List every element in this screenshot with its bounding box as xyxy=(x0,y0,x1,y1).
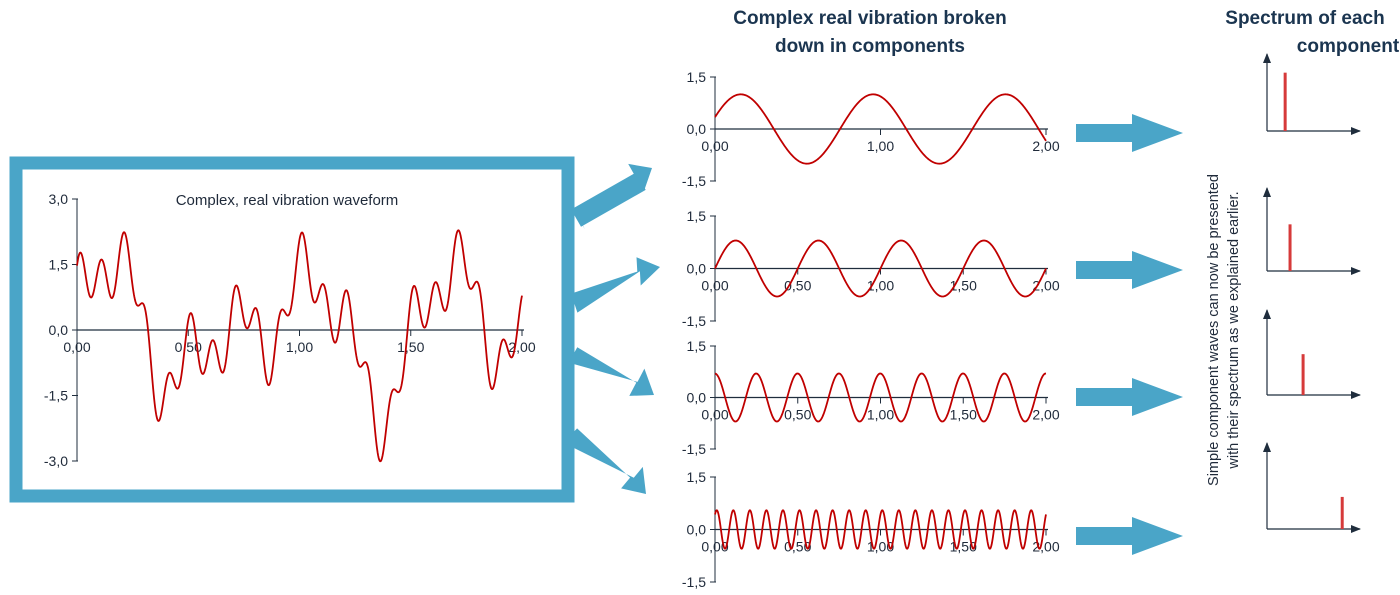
fan-arrow-4 xyxy=(563,428,646,494)
y-tick-label: 1,5 xyxy=(49,257,69,273)
middle-title-line-2: down in components xyxy=(775,36,965,57)
spectrum-chart-2 xyxy=(1263,187,1361,275)
side-note: Simple component waves can now be presen… xyxy=(1206,174,1242,486)
y-tick-label: 1,5 xyxy=(687,338,707,354)
waveform-series-line xyxy=(714,509,1047,550)
spectrum-chart-1 xyxy=(1263,53,1361,135)
y-tick-label: 1,5 xyxy=(687,469,707,485)
block-arrow-4 xyxy=(1076,517,1183,555)
spectrum-chart-3 xyxy=(1263,309,1361,399)
y-tick-label: 0,0 xyxy=(687,261,707,277)
x-tick-label: 1,50 xyxy=(950,407,977,423)
middle-title-line-1: Complex real vibration broken xyxy=(733,8,1006,29)
y-tick-label: -1,5 xyxy=(682,173,706,189)
side-note-line-2: with their spectrum as we explained earl… xyxy=(1226,191,1242,469)
x-tick-label: 0,00 xyxy=(701,138,728,154)
main-chart-frame xyxy=(9,156,575,503)
y-tick-label: -3,0 xyxy=(44,453,68,469)
x-tick-label: 2,00 xyxy=(1032,539,1059,555)
waveform-chart-1: 3,0 1,5 0,0 -1,5 -3,0 0,00 0,50 1,00 1,50 2,00 xyxy=(44,191,536,469)
block-arrow-2 xyxy=(1076,251,1183,289)
y-tick-label: -1,5 xyxy=(44,388,68,404)
waveform-chart-5: 1,50,0-1,50,00 0,50 1,00 1,50 2,00 xyxy=(682,469,1060,590)
block-arrow-1 xyxy=(1076,114,1183,152)
fan-arrow-1 xyxy=(574,163,652,230)
x-tick-label: 0,50 xyxy=(784,407,811,423)
spectrum-bar xyxy=(1288,224,1292,271)
y-tick-label: 0,0 xyxy=(687,121,707,137)
right-title-line-1: Spectrum of each xyxy=(1225,8,1384,29)
x-tick-label: 0,00 xyxy=(63,339,90,355)
x-tick-label: 1,00 xyxy=(286,339,313,355)
main-chart-title: Complex, real vibration waveform xyxy=(176,192,399,209)
x-tick-label: 0,00 xyxy=(701,407,728,423)
fan-arrow-3 xyxy=(568,347,654,396)
x-tick-label: 1,00 xyxy=(867,138,894,154)
side-note-line-1: Simple component waves can now be presen… xyxy=(1206,174,1222,486)
y-tick-label: 3,0 xyxy=(49,191,69,207)
waveform-chart-4: 1,5 0,0 -1,5 0,00 0,50 1,00 1,50 2,00 xyxy=(682,338,1060,457)
x-tick-label: 0,00 xyxy=(701,539,728,555)
waveform-chart-2: 1,5 0,0 -1,5 0,00 1,00 2,00 xyxy=(682,69,1060,189)
x-tick-label: 2,00 xyxy=(1032,138,1059,154)
x-tick-label: 1,50 xyxy=(397,339,424,355)
waveform-series-line xyxy=(714,93,1047,165)
right-title-line-2: component xyxy=(1297,36,1400,57)
spectrum-chart-4 xyxy=(1263,442,1361,533)
spectrum-bar xyxy=(1283,72,1287,131)
waveform-series-line xyxy=(76,229,523,463)
x-tick-label: 1,00 xyxy=(867,407,894,423)
waveform-series-line xyxy=(714,372,1047,423)
spectrum-bar xyxy=(1301,354,1305,395)
y-tick-label: 0,0 xyxy=(49,322,69,338)
x-tick-label: 2,00 xyxy=(508,339,535,355)
y-tick-label: 1,5 xyxy=(687,69,707,85)
y-tick-label: -1,5 xyxy=(682,574,706,590)
y-tick-label: 1,5 xyxy=(687,208,707,224)
fan-arrow-1-body xyxy=(571,172,646,227)
y-tick-label: -1,5 xyxy=(682,313,706,329)
waveform-series-line xyxy=(714,239,1047,298)
x-tick-label: 0,50 xyxy=(175,339,202,355)
spectrum-bar xyxy=(1340,496,1344,529)
y-tick-label: -1,5 xyxy=(682,441,706,457)
charts-layer: 3,01,50,0-1,5-3,00,00 0,50 1,00 1,50 2,001,5… xyxy=(44,53,1361,590)
block-arrow-3 xyxy=(1076,378,1183,416)
y-tick-label: 0,0 xyxy=(687,390,707,406)
fan-arrow-2 xyxy=(571,257,660,313)
x-tick-label: 2,00 xyxy=(1032,407,1059,423)
x-tick-label: 0,00 xyxy=(701,278,728,294)
waveform-chart-3: 1,50,0-1,50,00 0,50 1,00 1,50 2,00 xyxy=(682,208,1060,329)
y-tick-label: 0,0 xyxy=(687,522,707,538)
